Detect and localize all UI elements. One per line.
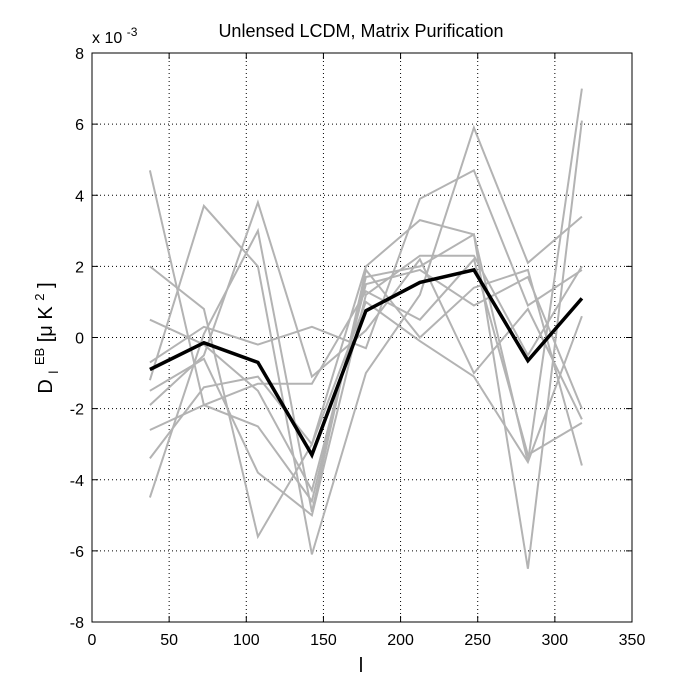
y-multiplier-exponent: -3 <box>127 25 138 39</box>
y-label-unit-prefix: [μ K <box>35 306 57 343</box>
y-tick-label: 6 <box>75 117 84 134</box>
y-multiplier-label: x 10 -3 <box>92 25 138 47</box>
x-tick-label: 250 <box>464 632 491 649</box>
x-tick-label: 350 <box>619 632 646 649</box>
y-label-main: D <box>35 379 57 393</box>
x-tick-label: 100 <box>233 632 260 649</box>
y-tick-label: -2 <box>70 402 84 419</box>
x-axis-label: l <box>359 655 363 677</box>
realization-line-3 <box>148 227 583 513</box>
x-tick-label: 0 <box>88 632 97 649</box>
realization-line-2 <box>149 168 583 364</box>
y-tick-label: 0 <box>75 331 84 348</box>
x-tick-label: 150 <box>310 632 337 649</box>
chart-title: Unlensed LCDM, Matrix Purification <box>218 21 503 41</box>
realization-line-4 <box>148 124 583 555</box>
y-tick-label: 8 <box>75 46 84 63</box>
y-tick-label: -8 <box>70 615 84 632</box>
x-tick-label: 50 <box>160 632 178 649</box>
y-multiplier-prefix: x 10 <box>92 30 122 47</box>
y-label-sub: l <box>46 371 61 374</box>
y-tick-labels: -8 -6 -4 -2 0 2 4 6 8 <box>70 46 84 632</box>
realization-line-10 <box>149 254 583 518</box>
realization-line-5 <box>149 120 583 569</box>
y-tick-label: 4 <box>75 188 84 205</box>
y-tick-label: 2 <box>75 259 84 276</box>
grid-lines <box>91 52 633 623</box>
realization-series-group <box>148 88 583 569</box>
y-tick-label: -6 <box>70 544 84 561</box>
x-tick-labels: 0 50 100 150 200 250 300 350 <box>88 632 646 649</box>
mean-line <box>149 267 584 459</box>
y-label-unit-sup: 2 <box>32 293 47 300</box>
plot-frame <box>91 52 633 623</box>
x-tick-label: 200 <box>387 632 414 649</box>
y-axis-label: D l EB [μ K 2 ] <box>27 282 63 393</box>
mean-series-group <box>149 267 584 459</box>
x-tick-label: 300 <box>542 632 569 649</box>
realization-line-9 <box>149 300 583 465</box>
y-tick-label: -4 <box>70 473 84 490</box>
y-label-sup: EB <box>32 348 47 365</box>
y-label-unit-suffix: ] <box>35 282 57 288</box>
realization-line-8 <box>149 268 583 494</box>
